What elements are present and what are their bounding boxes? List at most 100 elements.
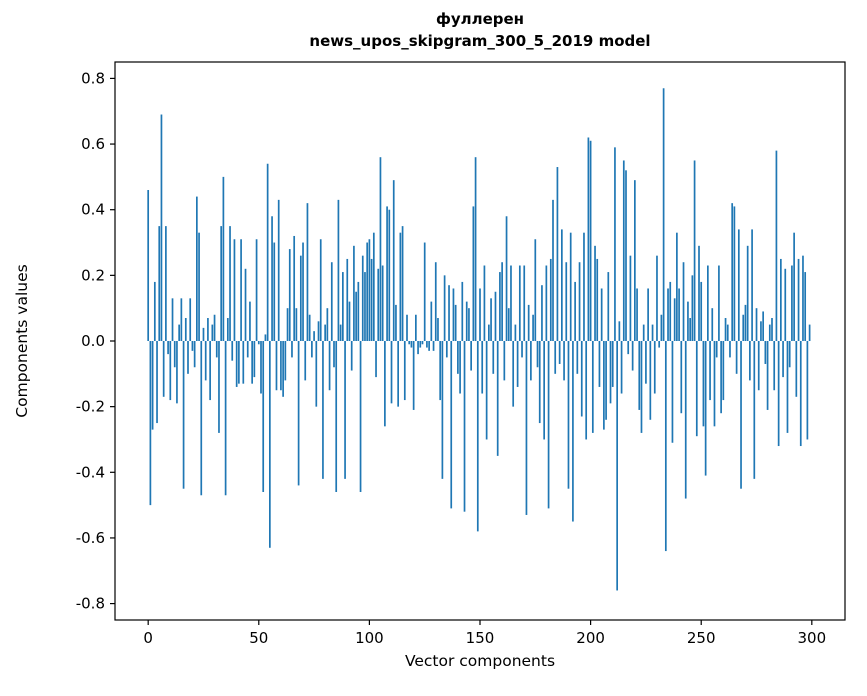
bar	[284, 341, 287, 381]
bar	[470, 341, 472, 371]
bar	[266, 163, 269, 341]
bar	[631, 341, 634, 371]
bar	[534, 239, 537, 341]
bar	[755, 308, 758, 341]
bar	[771, 318, 773, 341]
bar	[392, 180, 395, 341]
bar	[191, 341, 194, 351]
bar	[600, 288, 603, 341]
bar	[335, 341, 338, 492]
bar	[311, 341, 313, 358]
bar	[459, 341, 461, 394]
bar	[255, 239, 258, 341]
bar	[450, 341, 453, 509]
bar	[578, 262, 581, 341]
bar	[483, 265, 486, 341]
bar	[204, 341, 207, 381]
bar	[350, 341, 353, 371]
bar	[574, 281, 576, 341]
bar	[167, 341, 169, 355]
bar	[165, 226, 167, 341]
bar	[671, 341, 674, 443]
bar	[147, 190, 150, 341]
y-tick-label: -0.2	[76, 398, 105, 416]
bar	[569, 232, 572, 341]
bar	[611, 341, 614, 387]
bar	[653, 341, 656, 394]
bar	[328, 341, 331, 391]
bar	[319, 239, 322, 341]
bar	[715, 341, 718, 358]
bar	[501, 262, 503, 341]
bar	[673, 298, 676, 341]
bar	[505, 216, 508, 341]
bar	[213, 314, 216, 341]
bar	[645, 341, 647, 384]
bar	[242, 341, 245, 384]
bar	[384, 341, 386, 427]
bar	[224, 341, 227, 496]
bar	[494, 291, 497, 341]
bar	[711, 308, 714, 341]
bar	[799, 341, 802, 447]
bar	[317, 321, 320, 341]
bar	[370, 258, 373, 341]
bar	[173, 341, 176, 368]
bar	[468, 308, 470, 341]
bar	[286, 308, 289, 341]
bar	[664, 341, 667, 552]
bar	[780, 258, 782, 341]
bar	[401, 226, 404, 341]
bar	[651, 324, 654, 341]
bar	[359, 341, 362, 492]
bar	[565, 262, 568, 341]
bar	[627, 341, 630, 355]
bar	[549, 258, 552, 341]
x-tick-label: 50	[249, 629, 268, 647]
bar	[580, 341, 583, 417]
bar	[556, 167, 559, 341]
bar	[740, 341, 742, 489]
bar	[735, 341, 738, 374]
bar	[492, 341, 495, 374]
bar	[162, 341, 165, 397]
bar	[764, 341, 767, 364]
bar	[297, 341, 300, 486]
bar	[211, 324, 214, 341]
bar	[264, 334, 267, 341]
bar	[187, 341, 189, 374]
bar	[397, 341, 399, 407]
bar	[662, 88, 665, 341]
bar	[682, 262, 685, 341]
bar	[412, 341, 415, 410]
bar	[795, 341, 798, 397]
bar	[246, 341, 249, 358]
bar	[804, 272, 807, 341]
bar	[457, 341, 459, 374]
bar	[622, 160, 625, 341]
bar	[231, 341, 234, 361]
bar	[693, 160, 696, 341]
bar	[499, 272, 501, 341]
bar	[372, 232, 375, 341]
bar	[554, 341, 557, 374]
bar	[724, 318, 727, 341]
bar	[330, 262, 333, 341]
bar	[518, 265, 521, 341]
bar	[552, 199, 554, 341]
bar	[669, 281, 672, 341]
y-tick-label: 0.4	[81, 201, 105, 219]
bar	[353, 245, 355, 341]
bar	[729, 341, 731, 358]
bar	[153, 281, 156, 341]
bar	[348, 301, 351, 341]
bar	[218, 341, 220, 433]
y-tick-label: -0.4	[76, 463, 105, 481]
bar	[463, 341, 466, 512]
bar	[786, 341, 789, 433]
bar	[744, 304, 747, 341]
bar	[757, 341, 760, 391]
bar	[299, 255, 302, 341]
bar	[182, 341, 185, 489]
